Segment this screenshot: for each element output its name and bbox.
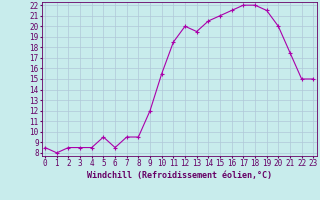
X-axis label: Windchill (Refroidissement éolien,°C): Windchill (Refroidissement éolien,°C) [87, 171, 272, 180]
